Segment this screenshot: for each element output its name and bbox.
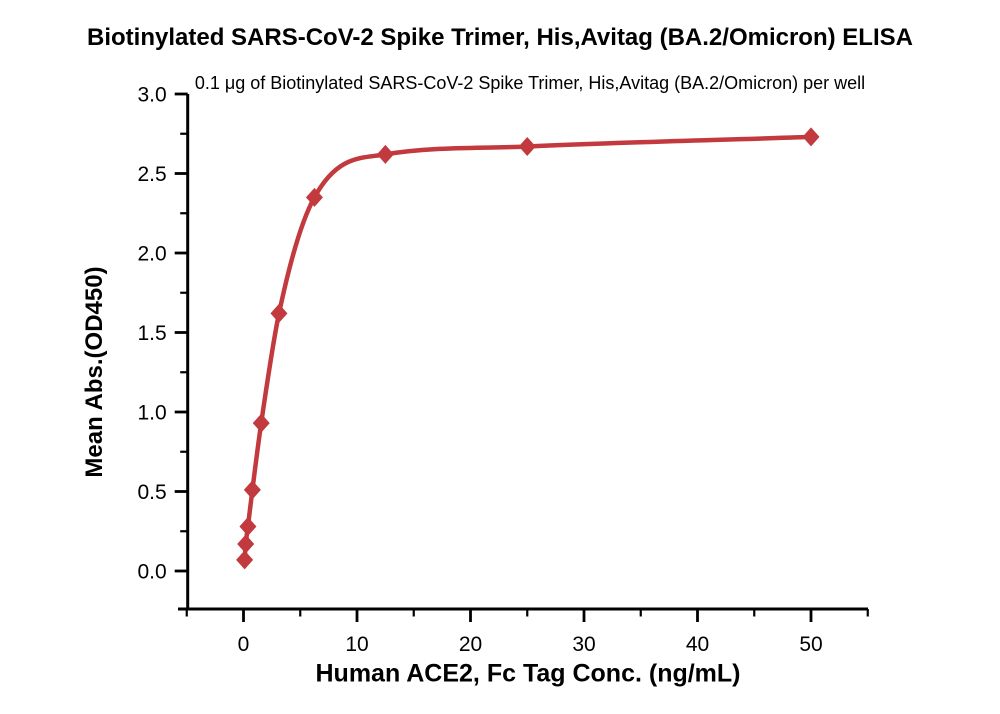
- data-point-marker: [518, 136, 536, 156]
- y-tick-label: 0.5: [137, 481, 166, 504]
- fit-curve: [242, 134, 814, 563]
- chart-title: Biotinylated SARS-CoV-2 Spike Trimer, Hi…: [87, 24, 913, 51]
- data-point-marker: [305, 187, 323, 207]
- y-tick-label: 2.0: [137, 243, 166, 266]
- x-tick-label: 40: [686, 633, 709, 656]
- y-tick-label: 1.0: [137, 402, 166, 425]
- x-axis-title: Human ACE2, Fc Tag Conc. (ng/mL): [315, 659, 741, 688]
- chart-subtitle: 0.1 μg of Biotinylated SARS-CoV-2 Spike …: [194, 73, 866, 93]
- x-tick-label: 30: [572, 633, 595, 656]
- data-point-marker: [236, 550, 254, 570]
- y-tick-label: 0.0: [137, 561, 166, 584]
- x-tick-label: 10: [345, 633, 368, 656]
- x-tick-label: 0: [238, 633, 250, 656]
- data-point-marker: [252, 413, 270, 433]
- data-point-marker: [243, 480, 261, 500]
- data-point-marker: [376, 144, 394, 164]
- data-point-marker: [239, 516, 257, 536]
- y-tick-label: 2.5: [137, 163, 166, 186]
- x-tick-label: 50: [799, 633, 822, 656]
- data-point-marker: [237, 534, 255, 554]
- data-point-marker: [802, 127, 820, 147]
- data-point-marker: [270, 303, 288, 323]
- x-tick-label: 20: [459, 633, 482, 656]
- y-tick-label: 3.0: [137, 84, 166, 107]
- y-tick-label: 1.5: [137, 322, 166, 345]
